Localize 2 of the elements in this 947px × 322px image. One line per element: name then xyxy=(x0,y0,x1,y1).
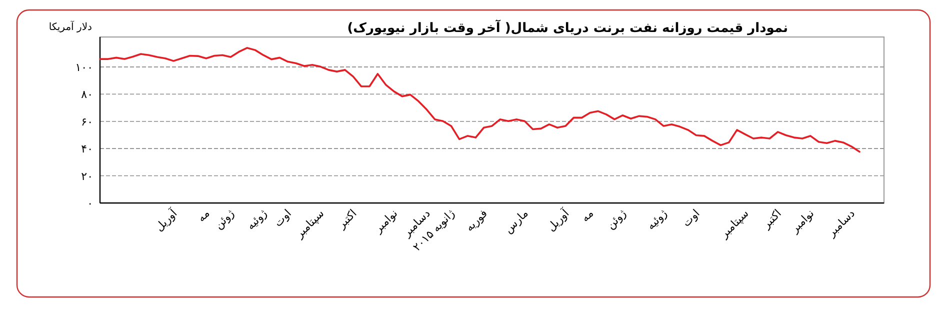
y-axis-title: دلار آمریکا xyxy=(48,20,92,33)
chart-title: نمودار قیمت روزانه نفت برنت دریای شمال( آخر وقت بازار نیویورک) xyxy=(347,19,788,36)
